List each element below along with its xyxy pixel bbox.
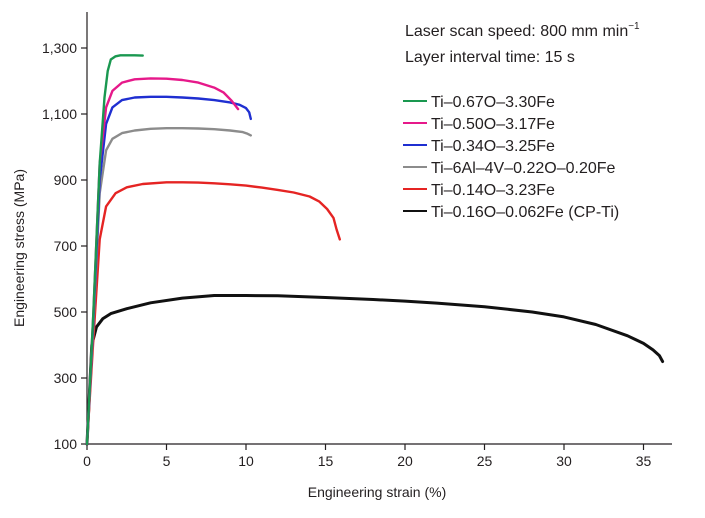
y-tick-label: 500 xyxy=(54,304,78,320)
y-tick-label: 700 xyxy=(54,238,78,254)
series-curve xyxy=(85,126,253,446)
series-curve xyxy=(85,54,144,446)
annotation-scan-speed: Laser scan speed: 800 mm min−1 xyxy=(405,21,640,40)
y-tick-label: 300 xyxy=(54,370,78,386)
annotation-scan-speed-text: Laser scan speed: 800 mm min xyxy=(405,23,628,40)
legend-label: Ti–0.16O–0.062Fe (CP-Ti) xyxy=(431,204,619,221)
axes xyxy=(86,12,672,445)
legend-label: Ti–0.14O–3.23Fe xyxy=(431,182,555,199)
x-tick-label: 25 xyxy=(477,453,493,469)
x-tick-label: 30 xyxy=(556,453,572,469)
data-curves xyxy=(85,54,665,446)
y-tick-label: 1,300 xyxy=(42,40,77,56)
y-axis-label: Engineering stress (MPa) xyxy=(11,169,27,327)
series-curve xyxy=(85,95,253,446)
x-tick-label: 10 xyxy=(238,453,254,469)
x-tick-label: 35 xyxy=(636,453,652,469)
legend-label: Ti–0.50O–3.17Fe xyxy=(431,116,555,133)
ticks: 0 5 10 15 20 25 30 35 100 300 500 700 900 1,100 1,300 xyxy=(42,40,652,469)
series-curve xyxy=(85,181,341,446)
legend: Ti–0.67O–3.30Fe Ti–0.50O–3.17Fe Ti–0.34O–3… xyxy=(403,94,619,221)
x-tick-label: 5 xyxy=(163,453,171,469)
legend-label: Ti–6Al–4V–0.22O–0.20Fe xyxy=(431,160,616,177)
annotation-interval-time: Layer interval time: 15 s xyxy=(405,49,575,66)
legend-label: Ti–0.67O–3.30Fe xyxy=(431,94,555,111)
x-tick-label: 20 xyxy=(397,453,413,469)
series-curve xyxy=(85,77,240,446)
series-curve xyxy=(85,294,665,446)
y-tick-label: 1,100 xyxy=(42,106,77,122)
y-tick-label: 900 xyxy=(54,172,78,188)
x-tick-label: 0 xyxy=(83,453,91,469)
y-tick-label: 100 xyxy=(54,436,78,452)
annotation-scan-speed-superscript: −1 xyxy=(628,21,640,32)
x-axis-label: Engineering strain (%) xyxy=(308,484,447,500)
legend-label: Ti–0.34O–3.25Fe xyxy=(431,138,555,155)
x-tick-label: 15 xyxy=(318,453,334,469)
